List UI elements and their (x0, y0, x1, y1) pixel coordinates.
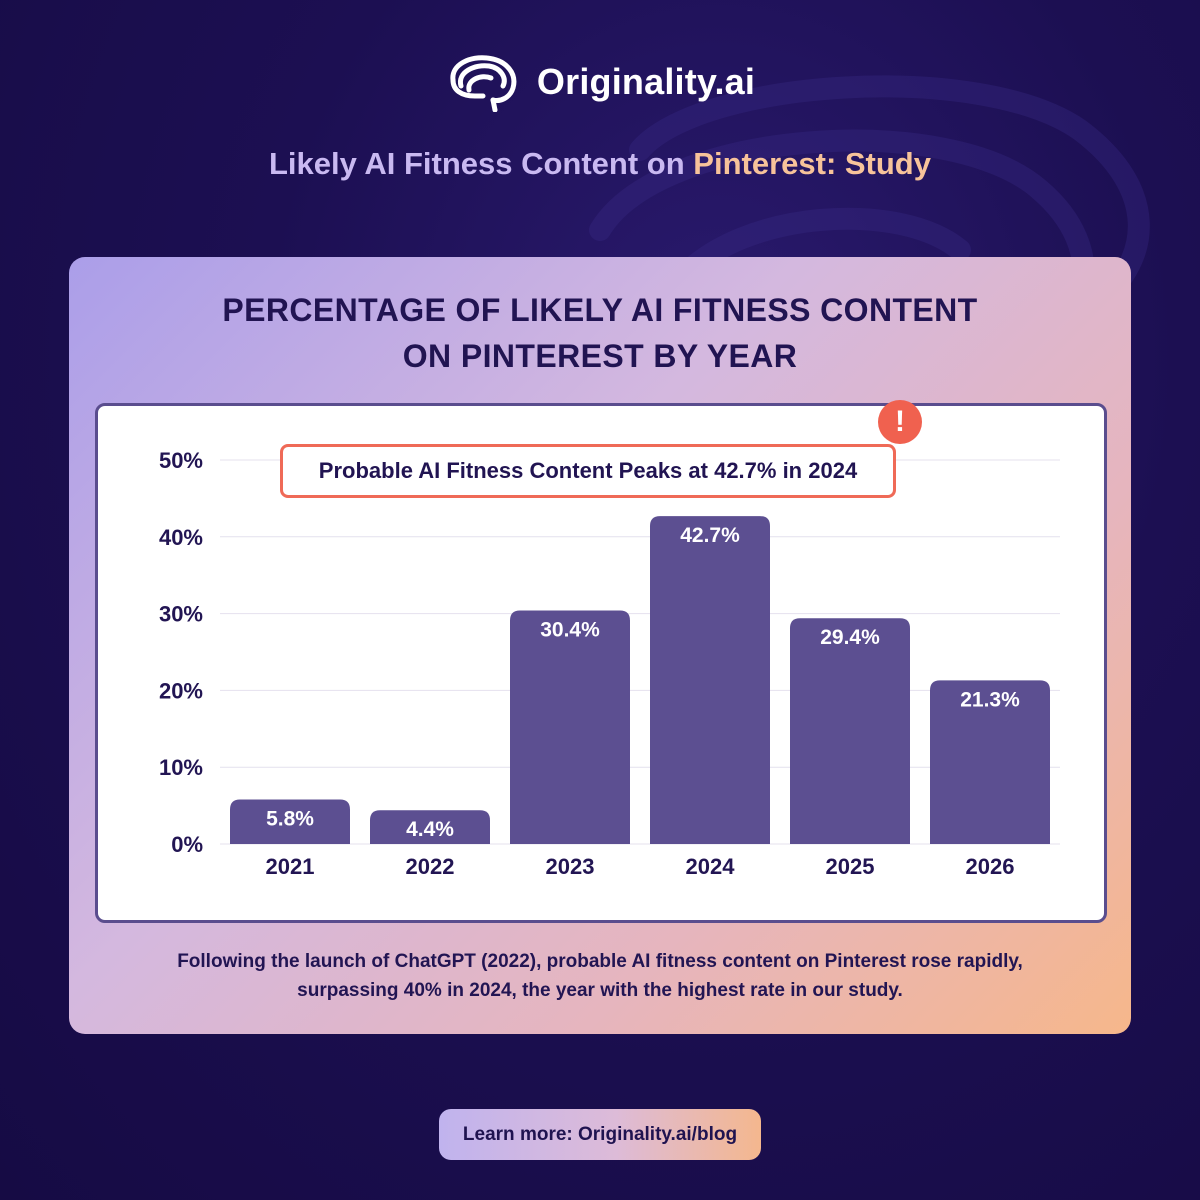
subtitle-accent: Pinterest: Study (693, 146, 931, 181)
bar-value-label: 29.4% (820, 626, 880, 649)
chart-card: PERCENTAGE OF LIKELY AI FITNESS CONTENT … (69, 257, 1131, 1034)
caption-line1: Following the launch of ChatGPT (2022), … (177, 951, 1023, 972)
bar (930, 680, 1050, 844)
bar (370, 810, 490, 844)
chart-plot-area: 0% 10% 20% 30% 40% 50% 5.8% 2021 4.4% 2022 30.4% 20… (95, 400, 1107, 923)
bar (650, 516, 770, 844)
bar-value-label: 30.4% (540, 619, 600, 642)
y-tick-label: 0% (171, 832, 203, 857)
alert-icon: ! (878, 400, 922, 444)
caption-line2: surpassing 40% in 2024, the year with th… (297, 980, 903, 1001)
brain-icon (450, 55, 517, 112)
brand-name: Originality.ai (536, 61, 756, 102)
y-tick-label: 10% (159, 755, 203, 780)
learn-more-link[interactable]: Learn more: Originality.ai/blog (439, 1109, 761, 1160)
bar (230, 799, 350, 844)
bar-value-label: 5.8% (266, 807, 314, 830)
page-subtitle: Likely AI Fitness Content on Pinterest: … (0, 146, 1200, 182)
bar (790, 618, 910, 844)
chart-title-line2: ON PINTEREST BY YEAR (402, 338, 798, 374)
peak-callout: Probable AI Fitness Content Peaks at 42.… (280, 444, 896, 498)
x-tick-label: 2025 (826, 854, 875, 879)
y-tick-label: 50% (159, 448, 203, 473)
x-tick-label: 2021 (266, 854, 315, 879)
y-tick-label: 40% (159, 525, 203, 550)
y-tick-label: 20% (159, 678, 203, 703)
subtitle-main: Likely AI Fitness Content on (268, 146, 694, 181)
chart-title: PERCENTAGE OF LIKELY AI FITNESS CONTENT … (69, 287, 1131, 379)
x-tick-label: 2022 (406, 854, 455, 879)
bar-value-label: 4.4% (406, 818, 454, 841)
bar-chart: 0% 10% 20% 30% 40% 50% 5.8% 2021 4.4% 2022 30.4% 20… (159, 448, 1060, 879)
chart-title-line1: PERCENTAGE OF LIKELY AI FITNESS CONTENT (222, 292, 978, 328)
bar-value-label: 21.3% (960, 688, 1020, 711)
bar-value-label: 42.7% (680, 524, 740, 547)
x-tick-label: 2023 (546, 854, 595, 879)
y-tick-label: 30% (159, 602, 203, 627)
x-tick-label: 2026 (966, 854, 1015, 879)
chart-caption: Following the launch of ChatGPT (2022), … (109, 947, 1091, 1005)
brand-logo: Originality.ai (0, 52, 1200, 112)
x-tick-label: 2024 (686, 854, 736, 879)
bar (510, 610, 630, 844)
